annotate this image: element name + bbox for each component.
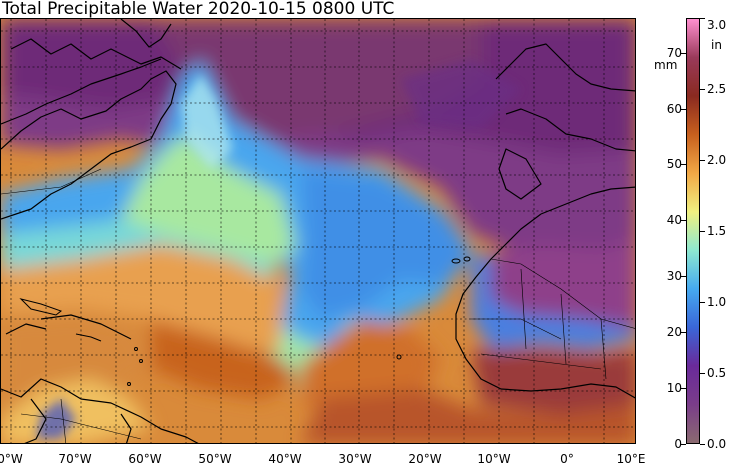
colorbar-mm-tick [681, 52, 686, 54]
colorbar-mm-tick [681, 276, 686, 278]
map-canvas [1, 19, 635, 443]
lon-label: 30°W [338, 452, 372, 466]
graticule [1, 19, 635, 443]
colorbar-mm-unit: mm [654, 58, 678, 72]
lon-label: 0° [560, 452, 574, 466]
lon-label: 10°W [477, 452, 511, 466]
colorbar [686, 18, 700, 444]
colorbar-in-tick-label: 3.0 [707, 18, 727, 32]
colorbar-mm-tick-label: 10 [666, 381, 682, 396]
lon-label: 70°W [58, 452, 92, 466]
colorbar-mm-tick [681, 220, 686, 222]
colorbar-mm-tick [681, 388, 686, 390]
colorbar-mm-tick-label: 20 [666, 325, 682, 340]
colorbar-in-tick [700, 89, 705, 90]
colorbar-in-tick [700, 160, 705, 161]
colorbar-mm-tick-label: 70 [666, 45, 682, 60]
lon-label: 60°W [128, 452, 162, 466]
islands [19, 256, 471, 386]
tpw-map[interactable] [0, 18, 636, 444]
colorbar-mm-tick [681, 164, 686, 166]
colorbar-mm-tick-label: 40 [666, 213, 682, 228]
colorbar-mm-tick-label: 30 [666, 269, 682, 284]
colorbar-mm-tick-label: 0 [674, 437, 682, 451]
colorbar-in-tick-label: 0.5 [707, 366, 727, 380]
colorbar-in-tick [700, 302, 705, 303]
colorbar-in-tick-label: 2.0 [707, 153, 727, 167]
colorbar-mm-tick-label: 60 [666, 101, 682, 116]
colorbar-in-tick-label: 0.0 [707, 437, 727, 451]
colorbar-in-tick [700, 18, 705, 19]
colorbar-in-unit: in [711, 38, 722, 52]
colorbar-in-tick [700, 444, 705, 445]
lon-label: 50°W [198, 452, 232, 466]
colorbar-in-tick [700, 373, 705, 374]
colorbar-mm-tick [681, 332, 686, 334]
colorbar-in-tick-label: 1.0 [707, 295, 727, 309]
colorbar-in-tick [700, 231, 705, 232]
page-title: Total Precipitable Water 2020-10-15 0800… [2, 0, 395, 19]
lon-label: 20°W [408, 452, 442, 466]
moisture-field [1, 19, 635, 443]
colorbar-mm-tick [681, 108, 686, 110]
lon-label: 40°W [268, 452, 302, 466]
lon-label: 0°W [0, 452, 23, 466]
colorbar-in-tick-label: 2.5 [707, 82, 727, 96]
lon-label: 10°E [616, 452, 646, 466]
colorbar-in-tick-label: 1.5 [707, 224, 727, 238]
colorbar-mm-tick-label: 50 [666, 157, 682, 172]
colorbar-mm-tick [681, 444, 686, 445]
